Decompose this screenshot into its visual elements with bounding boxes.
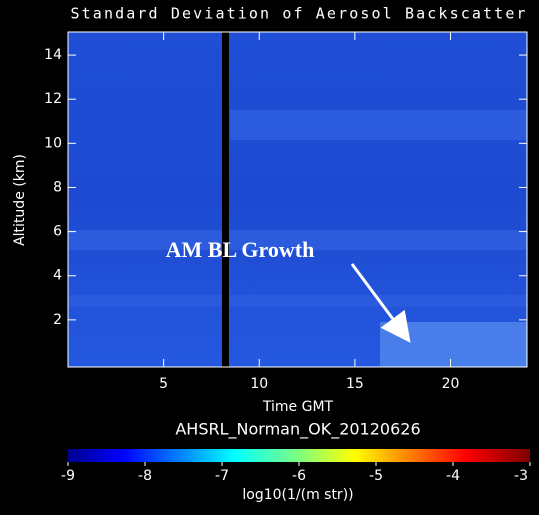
colorbar-tick-label: -4 [446,468,460,484]
y-tick-label: 10 [44,135,62,151]
y-tick-label: 6 [53,224,62,240]
x-tick-label: 15 [346,376,364,392]
colorbar-label: log10(1/(m str)) [242,487,353,503]
x-tick-label: 5 [159,376,168,392]
y-axis-label: Altitude (km) [12,154,28,246]
colorbar-tick-label: -8 [138,468,152,484]
colorbar-tick-label: -5 [369,468,383,484]
colorbar-tick-label: -7 [215,468,229,484]
colorbar-tick-label: -3 [514,468,528,484]
subtitle: AHSRL_Norman_OK_20120626 [175,420,420,440]
y-tick-label: 12 [44,91,62,107]
annotation: AM BL Growth [166,237,315,262]
chart-title: Standard Deviation of Aerosol Backscatte… [71,5,526,23]
y-tick-label: 14 [44,47,62,63]
colorbar-tick-label: -9 [61,468,75,484]
plot-field [68,32,527,367]
y-tick-label: 4 [53,268,62,284]
colorbar-tick-label: -6 [292,468,306,484]
annotation-arrow [350,263,411,343]
x-tick-label: 10 [250,376,268,392]
x-axis-label: Time GMT [262,399,334,415]
y-tick-label: 2 [53,312,62,328]
y-tick-label: 8 [53,179,62,195]
x-tick-label: 20 [442,376,460,392]
colorbar [68,449,530,462]
plot-frame [67,31,528,368]
